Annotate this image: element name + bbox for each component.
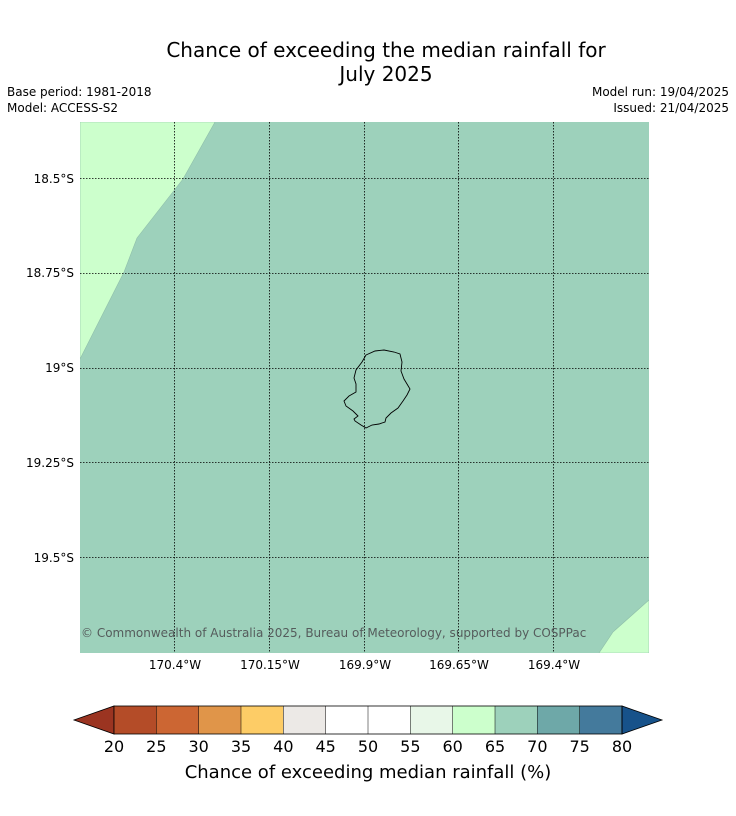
colorbar-tick-75: 75 bbox=[569, 737, 590, 756]
colorbar-bin-30-35 bbox=[198, 706, 241, 734]
lat-label-3: 19.25°S bbox=[26, 456, 74, 470]
colorbar-tick-35: 35 bbox=[230, 737, 252, 756]
colorbar-extend-high bbox=[621, 705, 664, 735]
lon-label-2: 169.9°W bbox=[338, 658, 392, 672]
colorbar-bin-40-45 bbox=[283, 706, 326, 734]
colorbar-bin-45-50 bbox=[325, 706, 368, 734]
lon-label-3: 169.65°W bbox=[429, 658, 489, 672]
copyright-notice: © Commonwealth of Australia 2025, Bureau… bbox=[81, 626, 587, 640]
lat-label-1: 18.75°S bbox=[26, 266, 74, 280]
colorbar-bin-55-60 bbox=[410, 706, 453, 734]
meta-left: Base period: 1981-2018 Model: ACCESS-S2 bbox=[7, 84, 152, 116]
probability-band-60-65-southeast bbox=[598, 599, 649, 653]
lat-label-0: 18.5°S bbox=[33, 172, 74, 186]
colorbar-tick-45: 45 bbox=[315, 737, 336, 756]
colorbar-bin-35-40 bbox=[241, 706, 284, 734]
colorbar-bin-75-80 bbox=[579, 706, 622, 734]
graticule bbox=[80, 122, 649, 653]
probability-band-60-65-northwest bbox=[80, 122, 216, 360]
colorbar-dividers bbox=[156, 706, 580, 734]
lat-label-4: 19.5°S bbox=[33, 551, 74, 565]
lon-label-0: 170.4°W bbox=[148, 658, 202, 672]
colorbar-tick-25: 25 bbox=[146, 737, 167, 756]
colorbar-tick-60: 60 bbox=[442, 737, 463, 756]
colorbar-tick-50: 50 bbox=[357, 737, 379, 756]
meta-right: Model run: 19/04/2025 Issued: 21/04/2025 bbox=[592, 84, 729, 116]
colorbar-tick-30: 30 bbox=[188, 737, 209, 756]
model-run: Model run: 19/04/2025 bbox=[591, 85, 729, 99]
chart-title: Chance of exceeding the median rainfall … bbox=[166, 38, 606, 86]
colorbar-label: Chance of exceeding median rainfall (%) bbox=[184, 762, 552, 783]
lon-label-4: 169.4°W bbox=[527, 658, 581, 672]
rainfall-map[interactable] bbox=[80, 122, 649, 653]
lat-label-2: 19°S bbox=[45, 361, 74, 375]
colorbar-bin-20-25 bbox=[114, 706, 157, 734]
colorbar-outline bbox=[113, 705, 623, 735]
issued-date: Issued: 21/04/2025 bbox=[613, 101, 729, 115]
model-name: Model: ACCESS-S2 bbox=[7, 101, 119, 115]
colorbar-tick-40: 40 bbox=[273, 737, 294, 756]
colorbar-tick-55: 55 bbox=[400, 737, 421, 756]
colorbar-tick-70: 70 bbox=[527, 737, 548, 756]
colorbar-bin-50-55 bbox=[368, 706, 411, 734]
island-coastline bbox=[343, 349, 411, 429]
colorbar-tick-65: 65 bbox=[484, 737, 506, 756]
colorbar-extend-low bbox=[72, 705, 115, 735]
lon-label-1: 170.15°W bbox=[240, 658, 300, 672]
colorbar-bin-60-65 bbox=[452, 706, 495, 734]
colorbar bbox=[72, 705, 664, 735]
colorbar-tick-80: 80 bbox=[611, 737, 633, 756]
colorbar-bin-65-70 bbox=[495, 706, 538, 734]
colorbar-bin-70-75 bbox=[537, 706, 580, 734]
base-period: Base period: 1981-2018 bbox=[7, 85, 152, 99]
colorbar-bin-25-30 bbox=[156, 706, 199, 734]
colorbar-tick-20: 20 bbox=[103, 737, 125, 756]
